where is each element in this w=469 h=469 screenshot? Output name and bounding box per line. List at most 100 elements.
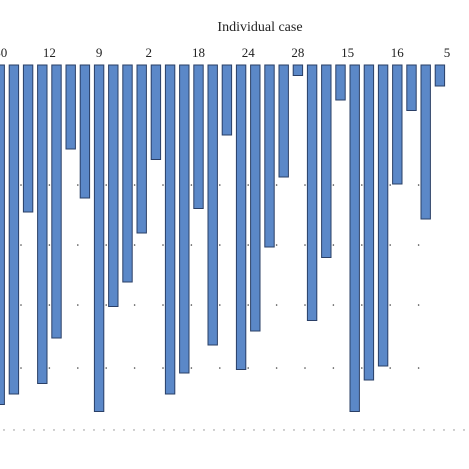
baseline-dot [393, 429, 394, 430]
baseline-dot [403, 429, 404, 430]
gap-dot [247, 244, 249, 246]
baseline-dot [183, 429, 184, 430]
gap-dot [276, 244, 278, 246]
baseline-dot [213, 429, 214, 430]
gap-dot [49, 304, 51, 306]
bar [23, 65, 32, 212]
gap-dot [361, 244, 363, 246]
gap-dot [219, 184, 221, 186]
baseline-dot [3, 429, 4, 430]
gap-dot [191, 244, 193, 246]
gap-dot [20, 184, 22, 186]
x-tick-label: 28 [291, 45, 304, 60]
bar [66, 65, 75, 149]
baseline-dot [113, 429, 114, 430]
gap-dot [333, 304, 335, 306]
baseline-dot [253, 429, 254, 430]
baseline-dot [443, 429, 444, 430]
gap-dot [191, 304, 193, 306]
baseline-dot [313, 429, 314, 430]
baseline-dot [153, 429, 154, 430]
gap-dot [247, 367, 249, 369]
gap-dot [134, 304, 136, 306]
x-tick-label: 18 [192, 45, 205, 60]
x-tick-label: 15 [341, 45, 354, 60]
baseline-dot [103, 429, 104, 430]
bar [123, 65, 132, 282]
x-axis-title: Individual case [217, 20, 302, 35]
gap-dot [162, 244, 164, 246]
gap-dot [389, 184, 391, 186]
bar [435, 65, 444, 86]
bar [322, 65, 331, 258]
bar [364, 65, 373, 380]
x-tick-label: 16 [391, 45, 405, 60]
gap-dot [219, 244, 221, 246]
baseline-dot [343, 429, 344, 430]
baseline-dot [123, 429, 124, 430]
baseline-dot [283, 429, 284, 430]
baseline-dot [273, 429, 274, 430]
baseline-dot [323, 429, 324, 430]
bar [307, 65, 316, 321]
gap-dot [191, 367, 193, 369]
baseline-dot [383, 429, 384, 430]
x-tick-labels: 30 12 9 2 18 24 28 15 16 5 [0, 45, 450, 60]
bar [94, 65, 103, 412]
gap-dot [304, 304, 306, 306]
baseline-dot [13, 429, 14, 430]
baseline-dot [203, 429, 204, 430]
bar [180, 65, 189, 373]
bar [137, 65, 146, 233]
x-tick-label: 9 [96, 45, 103, 60]
gap-dot [418, 367, 420, 369]
gap-dot [304, 184, 306, 186]
bar [151, 65, 160, 160]
bar [0, 65, 4, 405]
gap-dot [304, 244, 306, 246]
gap-dot [333, 244, 335, 246]
bar-series [0, 65, 445, 412]
gap-dot [389, 367, 391, 369]
x-tick-label: 30 [0, 45, 7, 60]
gap-dot [247, 304, 249, 306]
baseline-dot [173, 429, 174, 430]
bar [208, 65, 217, 345]
baseline-dot [243, 429, 244, 430]
gap-dot [361, 367, 363, 369]
gap-dot [49, 244, 51, 246]
baseline-dot [143, 429, 144, 430]
baseline-dot [163, 429, 164, 430]
x-tick-label: 2 [146, 45, 153, 60]
baseline-dot [193, 429, 194, 430]
gap-dot [134, 184, 136, 186]
x-tick-label: 12 [43, 45, 56, 60]
baseline-dot [433, 429, 434, 430]
bar [279, 65, 288, 177]
gap-dot [276, 304, 278, 306]
baseline-dot [363, 429, 364, 430]
gap-dot [361, 184, 363, 186]
gap-dot [304, 367, 306, 369]
gap-dot [276, 184, 278, 186]
bar [293, 65, 302, 76]
bar [407, 65, 416, 111]
baseline-dot [43, 429, 44, 430]
gap-dot [162, 184, 164, 186]
gap-dot [219, 304, 221, 306]
gap-dot [418, 304, 420, 306]
gap-dot [105, 367, 107, 369]
baseline-dot [373, 429, 374, 430]
gap-dot [247, 184, 249, 186]
baseline-dot [423, 429, 424, 430]
x-tick-label: 24 [242, 45, 256, 60]
baseline-dot [353, 429, 354, 430]
bar [378, 65, 387, 366]
gap-dot [418, 184, 420, 186]
bar [165, 65, 174, 394]
bar [80, 65, 89, 198]
bar [421, 65, 430, 219]
bar [236, 65, 245, 370]
gap-dot [162, 367, 164, 369]
